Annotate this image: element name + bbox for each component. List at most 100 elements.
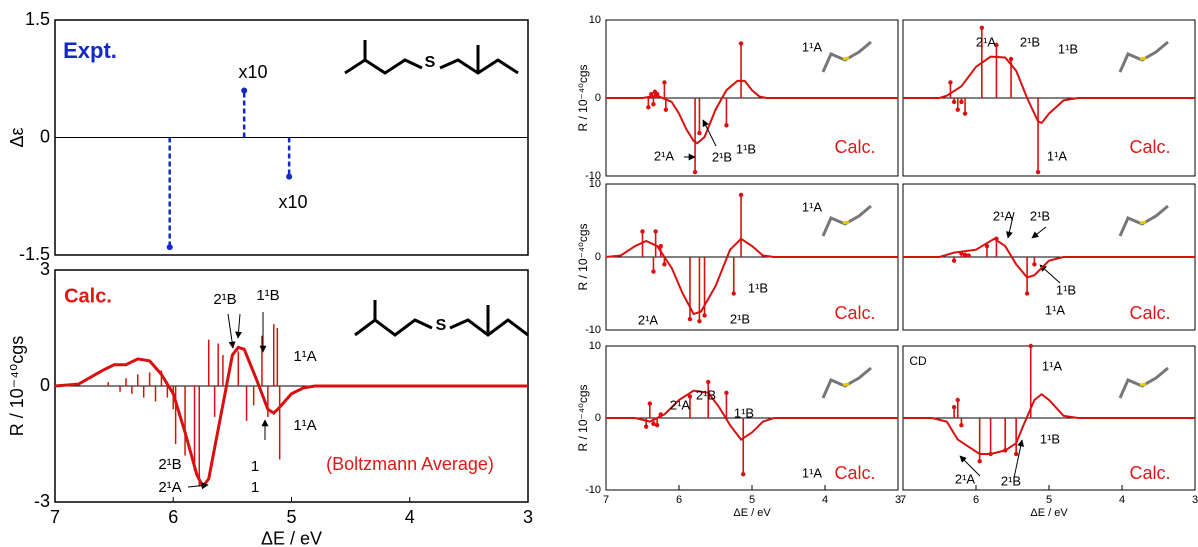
y-tick-label: 10 <box>589 14 601 26</box>
y-tick-label: -10 <box>585 484 601 496</box>
stick-marker <box>956 398 960 402</box>
stick-marker <box>646 105 650 109</box>
stick-marker <box>702 313 706 317</box>
arrow <box>1032 227 1046 238</box>
stick-marker <box>662 262 666 266</box>
stick-marker <box>956 108 960 112</box>
annotation: 1¹A <box>1047 148 1068 163</box>
stick-marker <box>664 108 668 112</box>
stick-marker <box>659 412 663 416</box>
annotation: 2¹A <box>638 312 659 327</box>
stick-marker <box>952 258 956 262</box>
annotation: 2¹B <box>158 456 181 473</box>
stick-marker <box>286 174 292 180</box>
annotation: 1¹B <box>734 405 754 420</box>
annotation: 2¹A <box>158 479 181 496</box>
stick-marker <box>988 452 992 456</box>
stick-marker <box>952 100 956 104</box>
stick-marker <box>739 41 743 45</box>
stick-marker <box>1036 170 1040 174</box>
stick-marker <box>963 253 967 257</box>
x-tick-label: 6 <box>676 494 682 506</box>
y-tick-label: 1.5 <box>25 9 50 29</box>
x-tick-label: 3 <box>1192 494 1198 506</box>
annotation: Calc. <box>834 303 875 323</box>
y-tick-label: 0 <box>40 375 50 395</box>
stick-marker <box>724 391 728 395</box>
stick-marker <box>985 244 989 248</box>
y-tick-label: 3 <box>40 259 50 279</box>
annotation: 1¹B <box>256 287 279 304</box>
stick-marker <box>659 244 663 248</box>
x-tick-label: 4 <box>1119 494 1125 506</box>
x-tick-label: 7 <box>603 494 609 506</box>
annotation: 2¹B <box>213 291 236 308</box>
stick-marker <box>697 319 701 323</box>
spectrum-curve <box>606 81 898 143</box>
x-tick-label: 5 <box>749 494 755 506</box>
annotation: 1¹A <box>293 417 316 434</box>
conformer-sulfur <box>843 384 849 385</box>
x-tick-label: 4 <box>822 494 828 506</box>
annotation: x10 <box>278 192 307 212</box>
y-axis-label: R / 10⁻⁴⁰cgs <box>576 224 590 291</box>
x-tick-label: 3 <box>523 507 533 527</box>
stick-marker <box>1032 262 1036 266</box>
stick-marker <box>653 229 657 233</box>
stick-marker <box>959 100 963 104</box>
annotation: 2¹A <box>993 208 1014 223</box>
annotation: 2¹B <box>1001 473 1021 488</box>
annotation: Calc. <box>1129 137 1170 157</box>
annotation: 2¹B <box>696 387 716 402</box>
y-axis-label: R / 10⁻⁴⁰cgs <box>7 336 27 437</box>
stick-marker <box>977 459 981 463</box>
annotation: 2¹A <box>976 34 997 49</box>
y-tick-label: -10 <box>585 324 601 336</box>
stick-marker <box>948 80 952 84</box>
annotation: CD <box>909 354 927 368</box>
stick-marker <box>640 229 644 233</box>
x-tick-label: 6 <box>168 507 178 527</box>
stick-marker <box>994 237 998 241</box>
x-axis-label: ΔE / eV <box>733 507 771 519</box>
stick-marker <box>967 253 971 257</box>
annotation: 1¹B <box>1058 41 1078 56</box>
stick-marker <box>959 423 963 427</box>
stick-marker <box>644 424 648 428</box>
conformer-sulfur <box>1140 384 1146 385</box>
stick-marker <box>1025 291 1029 295</box>
annotation: Calc. <box>1129 303 1170 323</box>
annotation: 2¹B <box>730 311 750 326</box>
x-axis-label: ΔE / eV <box>1030 507 1068 519</box>
y-tick-label: 0 <box>595 92 601 104</box>
annotation: Calc. <box>834 137 875 157</box>
stick-marker <box>241 88 247 94</box>
molecule-bond <box>345 60 422 73</box>
spectrum-curve <box>903 57 1195 123</box>
stick-marker <box>662 80 666 84</box>
x-tick-label: 4 <box>405 507 415 527</box>
stick-marker <box>1003 448 1007 452</box>
stick-marker <box>980 26 984 30</box>
stick-marker <box>697 131 701 135</box>
stick-marker <box>724 123 728 127</box>
annotation: 1¹B <box>748 280 768 295</box>
annotation: Calc. <box>834 463 875 483</box>
annotation: 1¹A <box>802 39 823 54</box>
stick-marker <box>693 170 697 174</box>
stick-marker <box>1029 344 1033 348</box>
x-tick-label: 6 <box>973 494 979 506</box>
stick-marker <box>655 423 659 427</box>
annotation: 2¹B <box>1020 34 1040 49</box>
stick-marker <box>649 92 653 96</box>
arrow <box>238 314 240 338</box>
annotation: 1¹A <box>802 199 823 214</box>
stick-marker <box>655 92 659 96</box>
y-tick-label: 0 <box>595 412 601 424</box>
conformer-sulfur <box>1140 222 1146 223</box>
stick-marker <box>688 317 692 321</box>
annotation: 2¹B <box>1030 208 1050 223</box>
stick-marker <box>952 405 956 409</box>
annotation: 1¹B <box>736 141 756 156</box>
stick-marker <box>741 472 745 476</box>
